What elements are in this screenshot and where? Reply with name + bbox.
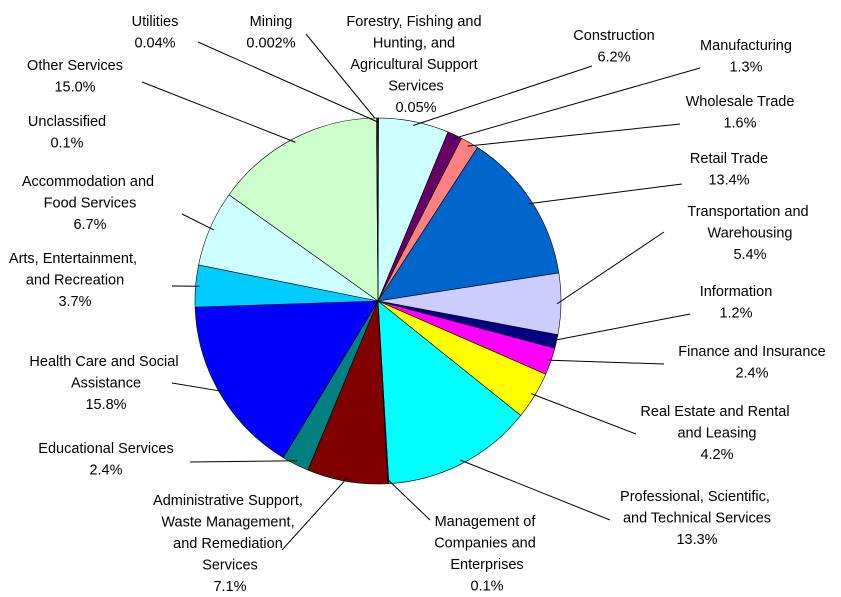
label-line: Accommodation and [22, 174, 158, 190]
label-line: and Leasing [677, 426, 756, 442]
leader-line [181, 213, 214, 231]
leader-line [141, 81, 296, 143]
category-label: Professional, Scientific, and Technical … [620, 489, 774, 527]
label-line: Information [700, 284, 773, 300]
leader-line [171, 382, 224, 393]
leader-line [556, 231, 665, 305]
category-label: Educational Services [38, 441, 173, 457]
label-line: Finance and Insurance [678, 344, 826, 360]
category-label: Unclassified [28, 114, 106, 130]
label-line: Construction [573, 28, 654, 44]
value-label: 1.2% [719, 306, 752, 322]
pie-slice [377, 147, 560, 302]
value-label: 2.4% [735, 366, 768, 382]
label-line: Hunting, and [373, 36, 459, 52]
value-label: 7.1% [213, 579, 246, 595]
label-line: Health Care and Social [29, 354, 182, 370]
label-line: Utilities [132, 14, 179, 30]
leader-line [189, 460, 298, 463]
label-line: Forestry, Fishing and [346, 14, 485, 30]
label-line: Food Services [44, 196, 137, 212]
value-label: 1.6% [723, 116, 756, 132]
label-line: Real Estate and Rental [640, 404, 793, 420]
value-label: 4.2% [700, 447, 733, 463]
category-label: Accommodation and Food Services [22, 174, 158, 212]
leader-line [460, 459, 611, 521]
category-label: Manufacturing [700, 38, 792, 54]
category-label: Finance and Insurance [678, 344, 826, 360]
label-line: and Remediation [173, 536, 287, 552]
category-label: Retail Trade [690, 151, 768, 167]
value-label: 0.1% [50, 136, 83, 152]
leader-line [453, 67, 701, 140]
value-label: 0.1% [470, 579, 503, 595]
category-label: Other Services [27, 58, 123, 74]
label-line: Assistance [71, 376, 141, 392]
label-line: Administrative Support, [153, 493, 307, 509]
leader-line [467, 123, 681, 147]
value-label: 0.002% [246, 36, 295, 52]
value-label: 6.2% [597, 50, 630, 66]
category-label: Administrative Support, Waste Management… [153, 493, 307, 574]
value-label: 1.3% [729, 60, 762, 76]
label-line: Transportation and [687, 204, 812, 220]
value-label: 6.7% [73, 217, 106, 233]
value-label: 0.05% [395, 100, 436, 116]
category-label: Information [700, 284, 773, 300]
leader-line [387, 479, 431, 521]
label-line: and Technical Services [623, 511, 771, 527]
leader-line [305, 33, 379, 123]
label-line: Retail Trade [690, 151, 768, 167]
label-line: Services [202, 558, 258, 574]
leader-line [413, 65, 593, 126]
label-line: Professional, Scientific, [620, 489, 774, 505]
label-line: Enterprises [450, 557, 523, 573]
label-line: Management of [435, 514, 540, 530]
value-label: 13.4% [708, 173, 749, 189]
category-label: Real Estate and Rental and Leasing [640, 404, 793, 442]
value-label: 0.04% [134, 36, 175, 52]
category-label: Forestry, Fishing and Hunting, and Agric… [346, 14, 485, 95]
category-label: Wholesale Trade [686, 94, 795, 110]
label-line: Unclassified [28, 114, 106, 130]
label-line: Arts, Entertainment, [9, 251, 141, 267]
label-line: Companies and [434, 536, 540, 552]
label-line: Waste Management, [161, 515, 298, 531]
value-label: 3.7% [58, 294, 91, 310]
label-line: Educational Services [38, 441, 173, 457]
pie-slice [194, 300, 379, 459]
value-label: 15.8% [85, 397, 126, 413]
label-line: Manufacturing [700, 38, 792, 54]
leader-line [528, 183, 683, 205]
category-label: Management of Companies and Enterprises [434, 514, 540, 573]
category-label: Transportation and Warehousing [687, 204, 812, 242]
label-line: Services [388, 79, 444, 95]
leader-line [531, 393, 637, 435]
category-label: Health Care and Social Assistance [29, 354, 182, 392]
leader-line [281, 477, 349, 551]
label-line: Wholesale Trade [686, 94, 795, 110]
label-line: Other Services [27, 58, 123, 74]
label-line: Agricultural Support [350, 57, 481, 73]
label-line: Warehousing [708, 226, 793, 242]
label-line: Mining [250, 14, 293, 30]
category-label: Arts, Entertainment, and Recreation [9, 251, 141, 289]
category-label: Mining [250, 14, 293, 30]
label-line: and Recreation [26, 273, 124, 289]
leader-line [197, 41, 378, 123]
value-label: 13.3% [676, 532, 717, 548]
pie-slice [377, 300, 522, 484]
value-label: 2.4% [89, 463, 122, 479]
value-label: 15.0% [54, 80, 95, 96]
pie-slice [228, 117, 379, 302]
category-label: Utilities [132, 14, 179, 30]
leader-line [546, 359, 665, 365]
leader-line [552, 313, 691, 342]
category-label: Construction [573, 28, 654, 44]
value-label: 5.4% [733, 247, 766, 263]
